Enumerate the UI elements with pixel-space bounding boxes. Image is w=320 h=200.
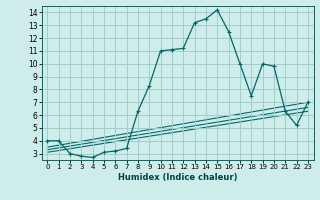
X-axis label: Humidex (Indice chaleur): Humidex (Indice chaleur) — [118, 173, 237, 182]
